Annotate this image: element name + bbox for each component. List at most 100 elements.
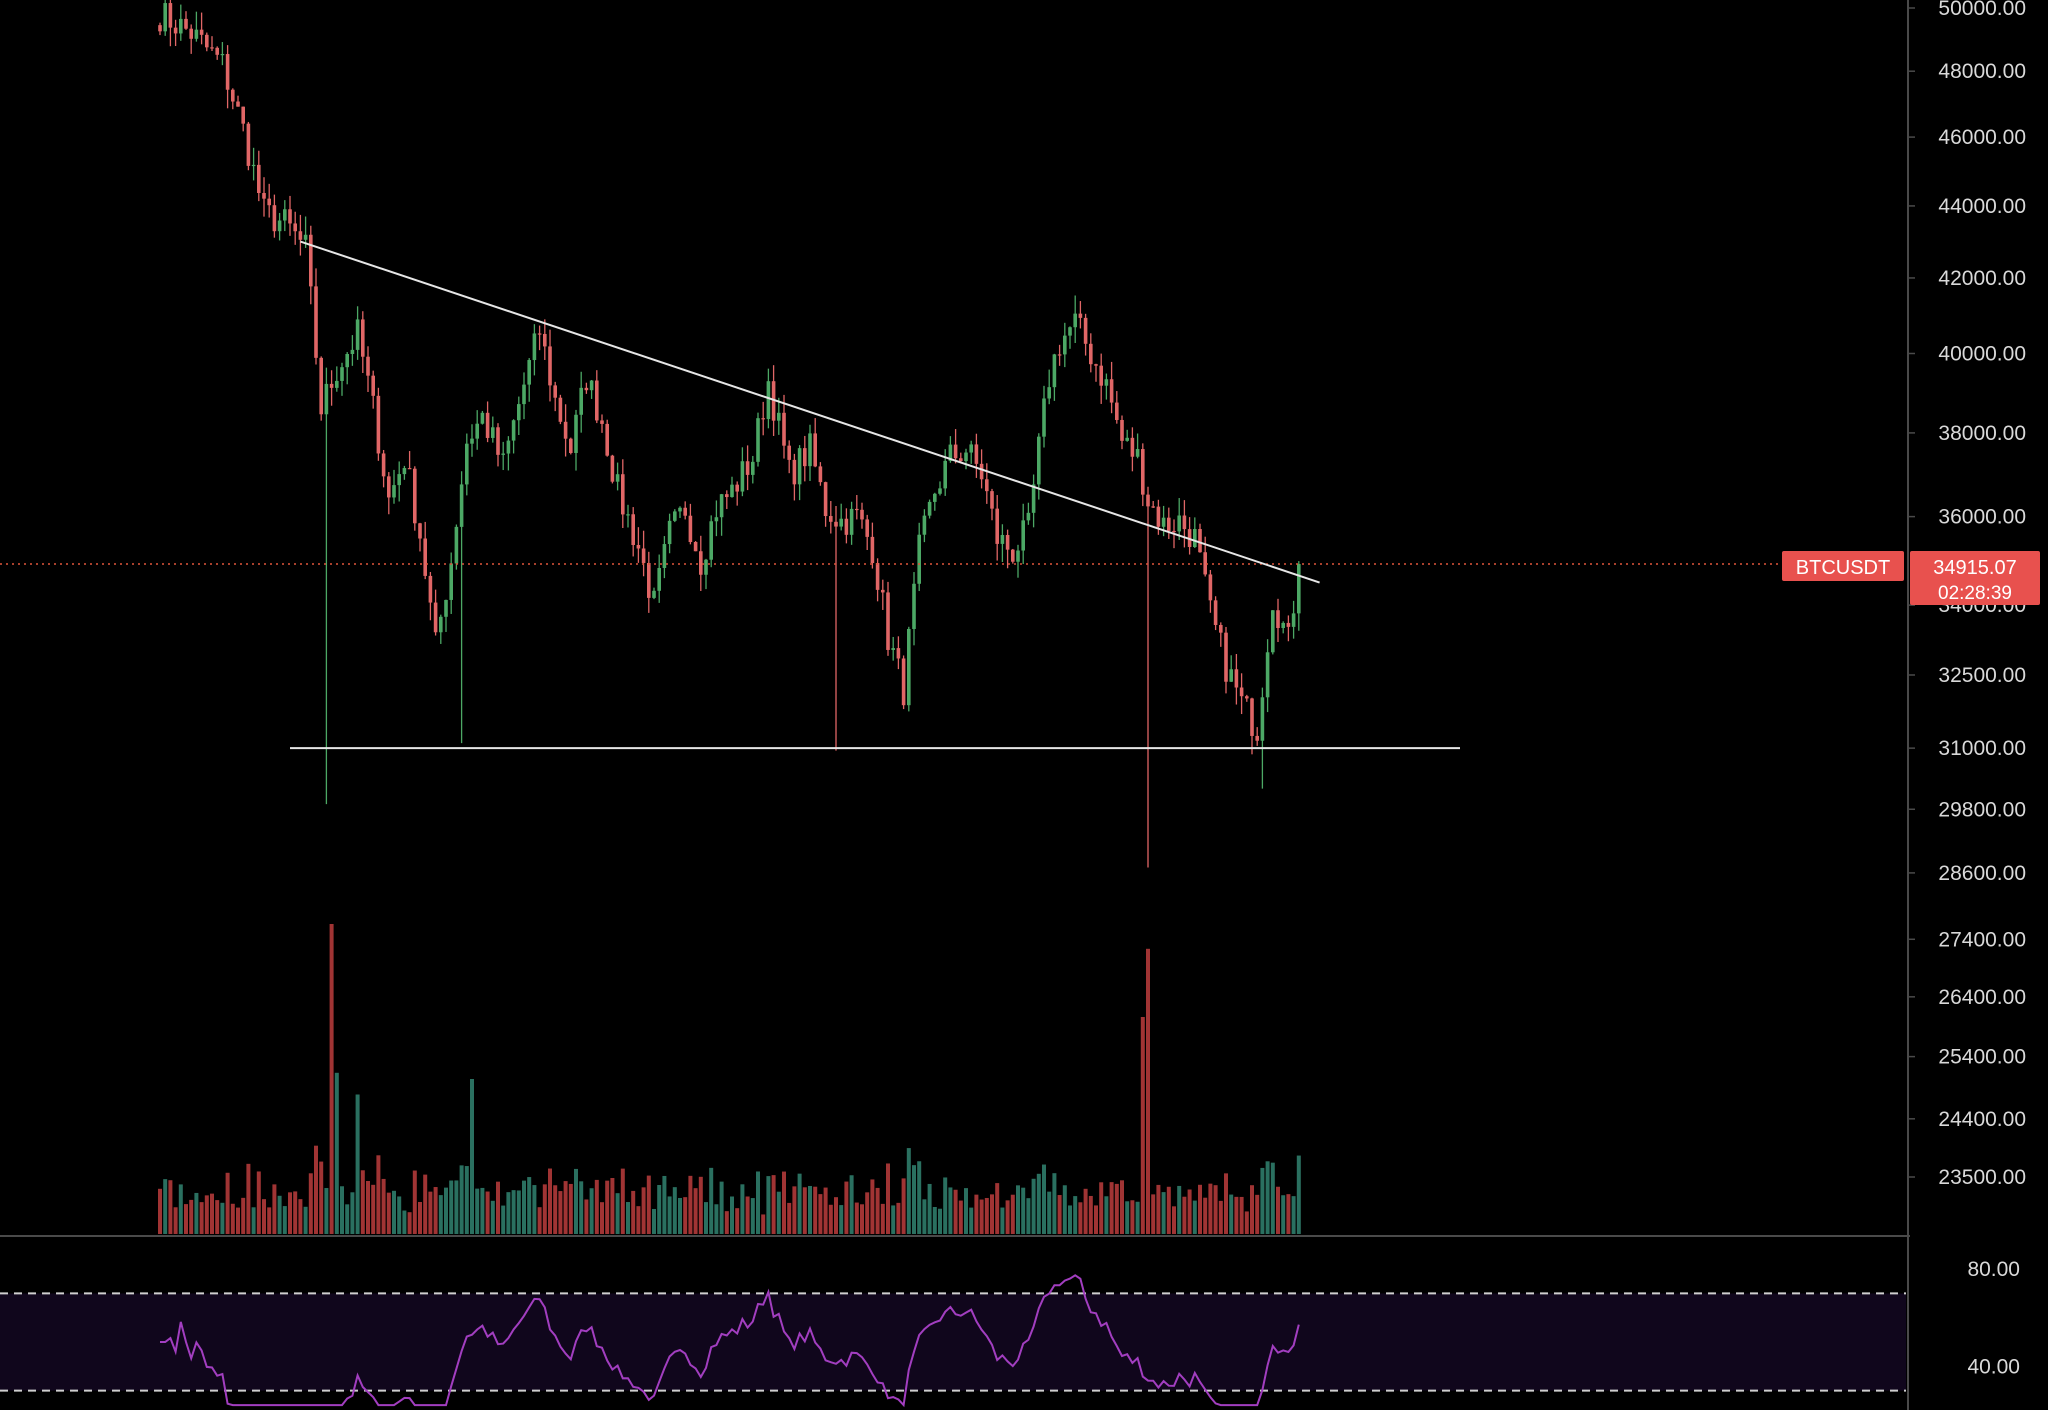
rsi-tick-label: 40.00: [1967, 1355, 2020, 1378]
candle-body: [553, 385, 557, 398]
volume-bar: [277, 1195, 282, 1234]
volume-bar: [1031, 1178, 1036, 1234]
volume-bar: [204, 1195, 209, 1234]
price-tick-label: 28600.00: [1938, 862, 2026, 885]
volume-bar: [1109, 1182, 1114, 1234]
volume-bar: [1130, 1200, 1135, 1234]
candle-body: [907, 628, 911, 706]
candle-body: [803, 448, 807, 467]
candle-body: [589, 380, 594, 391]
candle-body: [194, 29, 199, 39]
volume-bar: [1151, 1194, 1156, 1234]
volume-bar: [501, 1205, 506, 1234]
candle-body: [865, 519, 869, 537]
volume-bar: [288, 1192, 292, 1234]
volume-bar: [683, 1197, 688, 1234]
volume-bar: [574, 1168, 578, 1234]
candle-body: [288, 209, 292, 224]
candle-body: [917, 534, 921, 584]
candle-body: [792, 459, 797, 485]
candle-body: [335, 380, 339, 388]
volume-bar: [1166, 1186, 1171, 1234]
volume-bar: [340, 1186, 344, 1234]
rsi-axis[interactable]: 80.00 40.00: [1967, 1258, 2020, 1378]
candle-body: [1198, 529, 1202, 553]
candle-body: [246, 123, 251, 166]
candle-body: [454, 526, 459, 564]
candle-body: [511, 420, 516, 441]
volume-bar: [319, 1161, 324, 1234]
candle-body: [756, 418, 760, 462]
volume-bar: [1135, 1201, 1140, 1234]
candle-body: [1068, 327, 1072, 336]
volume-bar: [979, 1199, 984, 1234]
volume-bar: [470, 1079, 474, 1234]
candle-body: [501, 453, 505, 455]
candle-body: [1156, 506, 1161, 527]
volume-bar: [849, 1175, 854, 1234]
volume-bar: [891, 1205, 896, 1234]
candle-body: [397, 474, 401, 486]
candle-body: [569, 438, 573, 453]
volume-bar: [1120, 1180, 1124, 1234]
volume-bar: [334, 1072, 339, 1234]
candle-body: [1151, 506, 1155, 508]
volume-bar: [251, 1207, 256, 1234]
volume-bar: [1229, 1194, 1234, 1234]
volume-bar: [839, 1205, 844, 1234]
rsi-tick-label: 80.00: [1967, 1258, 2020, 1281]
candle-body: [262, 193, 266, 199]
volume-bar: [984, 1197, 989, 1234]
price-tick-label: 46000.00: [1938, 126, 2026, 149]
volume-bar: [256, 1171, 261, 1234]
candle-body: [647, 562, 651, 598]
volume-bar: [1036, 1173, 1041, 1234]
candle-body: [1026, 512, 1031, 521]
volume-bar: [506, 1192, 511, 1234]
candle-body: [1182, 515, 1187, 530]
volume-bar: [860, 1204, 864, 1234]
badge-price: 34915.07: [1933, 557, 2016, 579]
candle-body: [465, 443, 469, 485]
volume-bar: [1146, 948, 1150, 1234]
price-tick-label: 26400.00: [1938, 986, 2026, 1009]
descending-resistance-trendline[interactable]: [300, 240, 1320, 584]
price-tick-label: 44000.00: [1938, 195, 2026, 218]
volume-bar: [1068, 1205, 1072, 1234]
candle-body: [1073, 313, 1077, 328]
candle-body: [1271, 610, 1275, 653]
volume-bar: [1187, 1189, 1192, 1234]
volume-bars: [158, 924, 1301, 1234]
price-axis[interactable]: 50000.00 48000.00 46000.00 44000.00 42000.00…: [1907, 0, 2026, 1410]
candle-body: [537, 333, 542, 335]
volume-bar: [168, 1180, 173, 1234]
candle-body: [1239, 687, 1244, 697]
volume-bar: [823, 1187, 828, 1234]
volume-bar: [802, 1187, 807, 1234]
candle-body: [1063, 335, 1067, 355]
volume-bar: [641, 1187, 646, 1234]
volume-bar: [808, 1185, 812, 1234]
candle-body: [912, 583, 916, 629]
volume-bar: [600, 1202, 604, 1234]
volume-bar: [828, 1204, 833, 1234]
volume-bar: [943, 1177, 948, 1234]
volume-bar: [626, 1202, 630, 1234]
volume-bar: [418, 1201, 422, 1234]
volume-bar: [1198, 1184, 1202, 1234]
volume-bar: [605, 1180, 610, 1234]
volume-bar: [324, 1188, 329, 1234]
volume-bar: [704, 1202, 708, 1234]
price-tick-label: 24400.00: [1938, 1108, 2026, 1131]
candle-body: [813, 433, 817, 467]
candle-body: [641, 548, 646, 563]
candle-body: [1281, 622, 1285, 629]
volume-bar: [402, 1210, 407, 1234]
volume-bar: [428, 1191, 433, 1234]
candle-body: [283, 209, 287, 221]
volume-bar: [880, 1203, 885, 1234]
candle-body: [678, 507, 682, 512]
candle-body: [1094, 364, 1098, 366]
volume-bar: [376, 1155, 381, 1234]
